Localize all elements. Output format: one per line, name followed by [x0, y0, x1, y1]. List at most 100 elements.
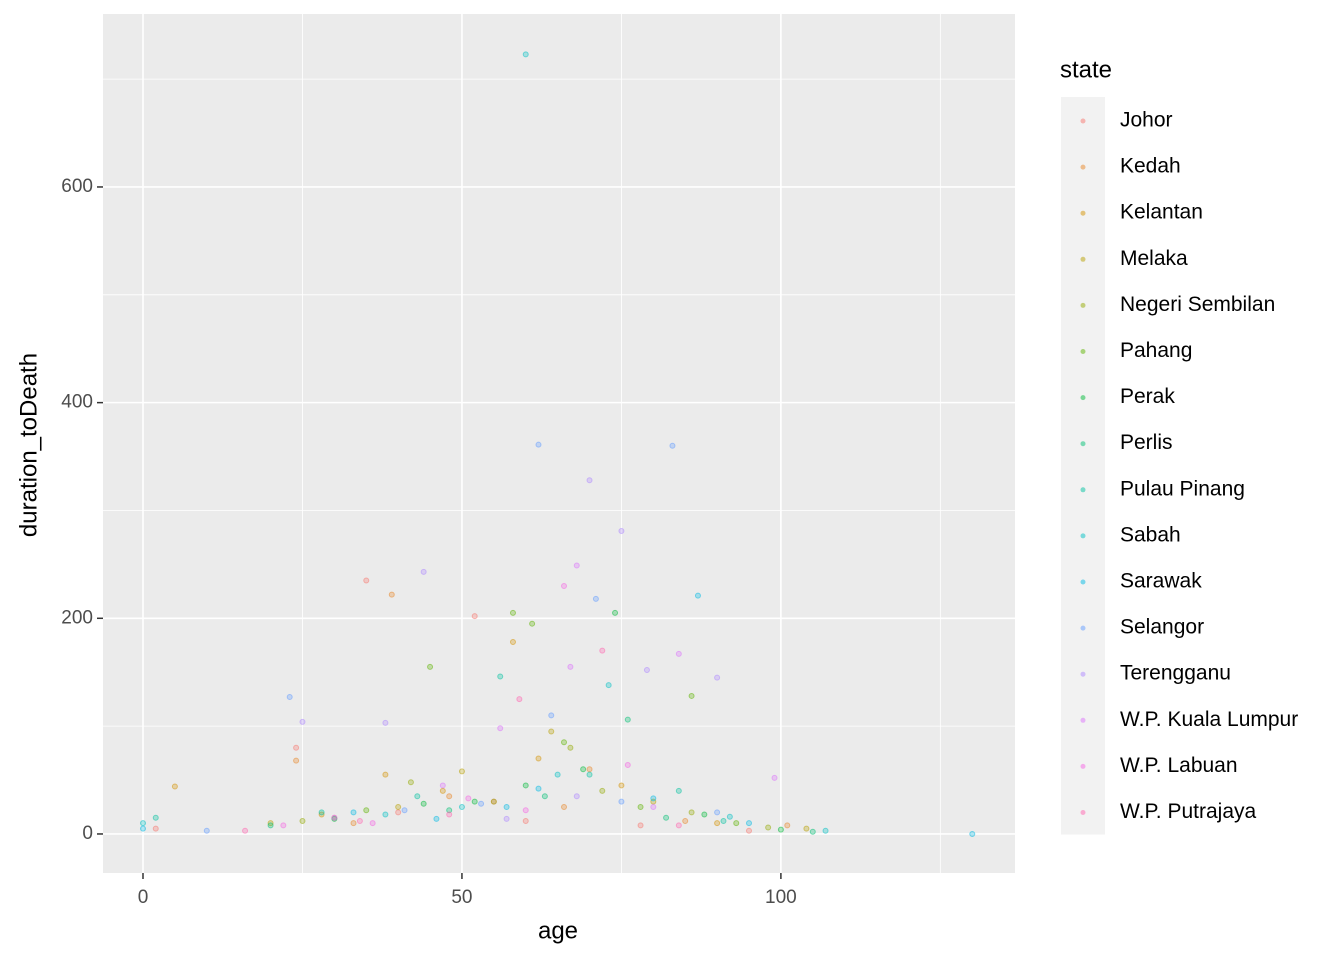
point — [618, 798, 625, 805]
point — [171, 783, 178, 790]
point — [522, 51, 529, 58]
point — [318, 809, 325, 816]
legend-label: Sabah — [1120, 523, 1181, 546]
legend-label: Selangor — [1120, 616, 1204, 639]
point — [152, 814, 159, 821]
legend-label: Terengganu — [1120, 662, 1231, 685]
point — [363, 577, 370, 584]
point — [745, 827, 752, 834]
x-axis-title: age — [538, 917, 578, 944]
point — [446, 793, 453, 800]
point — [490, 798, 497, 805]
legend-key — [1080, 210, 1086, 216]
point — [471, 613, 478, 620]
legend-key — [1080, 717, 1086, 723]
point — [714, 809, 721, 816]
point — [395, 809, 402, 816]
point — [458, 804, 465, 811]
legend-key — [1080, 302, 1086, 308]
point — [694, 592, 701, 599]
point — [580, 766, 587, 773]
y-tick-label: 600 — [61, 176, 93, 197]
point — [745, 820, 752, 827]
point — [663, 814, 670, 821]
point — [350, 820, 357, 827]
point — [726, 813, 733, 820]
point — [701, 811, 708, 818]
legend-label: Johor — [1120, 109, 1173, 132]
point — [497, 725, 504, 732]
point — [299, 718, 306, 725]
point — [439, 787, 446, 794]
point — [969, 830, 976, 837]
legend-key — [1080, 349, 1086, 354]
point — [139, 820, 146, 827]
point — [688, 809, 695, 816]
point — [650, 804, 657, 811]
point — [414, 793, 421, 800]
point — [363, 807, 370, 814]
legend-key — [1080, 487, 1086, 493]
point — [331, 814, 338, 821]
point — [809, 828, 816, 835]
point — [561, 804, 568, 811]
point — [478, 800, 485, 807]
point — [267, 822, 274, 829]
point — [605, 682, 612, 689]
legend-key — [1080, 810, 1086, 815]
point — [497, 673, 504, 680]
panel — [103, 14, 1015, 873]
point — [675, 650, 682, 657]
point — [777, 826, 784, 833]
point — [535, 785, 542, 792]
point — [567, 744, 574, 751]
point — [682, 818, 689, 825]
point — [599, 647, 606, 654]
point — [203, 827, 210, 834]
point — [420, 800, 427, 807]
legend-label: Sarawak — [1120, 570, 1202, 593]
point — [516, 696, 523, 703]
point — [650, 795, 657, 802]
legend-title: state — [1060, 56, 1112, 83]
point — [286, 694, 293, 701]
point — [471, 798, 478, 805]
point — [733, 820, 740, 827]
point — [567, 663, 574, 670]
point — [350, 809, 357, 816]
point — [433, 815, 440, 822]
point — [675, 822, 682, 829]
legend-label: Melaka — [1120, 247, 1188, 270]
legend-key — [1080, 164, 1086, 170]
point — [382, 771, 389, 778]
point — [382, 719, 389, 726]
point — [427, 663, 434, 670]
point — [407, 779, 414, 786]
point — [503, 815, 510, 822]
grid — [103, 14, 1015, 873]
point — [522, 782, 529, 789]
points — [139, 51, 976, 837]
point — [675, 787, 682, 794]
legend-key — [1080, 441, 1086, 447]
point — [554, 771, 561, 778]
point — [522, 807, 529, 814]
point — [624, 716, 631, 723]
point — [573, 562, 580, 569]
point — [637, 822, 644, 829]
point — [439, 782, 446, 789]
point — [535, 441, 542, 448]
point — [586, 771, 593, 778]
point — [771, 774, 778, 781]
legend-label: Kelantan — [1120, 201, 1203, 224]
point — [139, 825, 146, 832]
point — [503, 804, 510, 811]
point — [643, 667, 650, 674]
legend-key — [1080, 625, 1086, 631]
point — [509, 639, 516, 646]
point — [561, 582, 568, 589]
x-tick-label: 100 — [765, 887, 797, 908]
point — [382, 811, 389, 818]
point — [395, 804, 402, 811]
